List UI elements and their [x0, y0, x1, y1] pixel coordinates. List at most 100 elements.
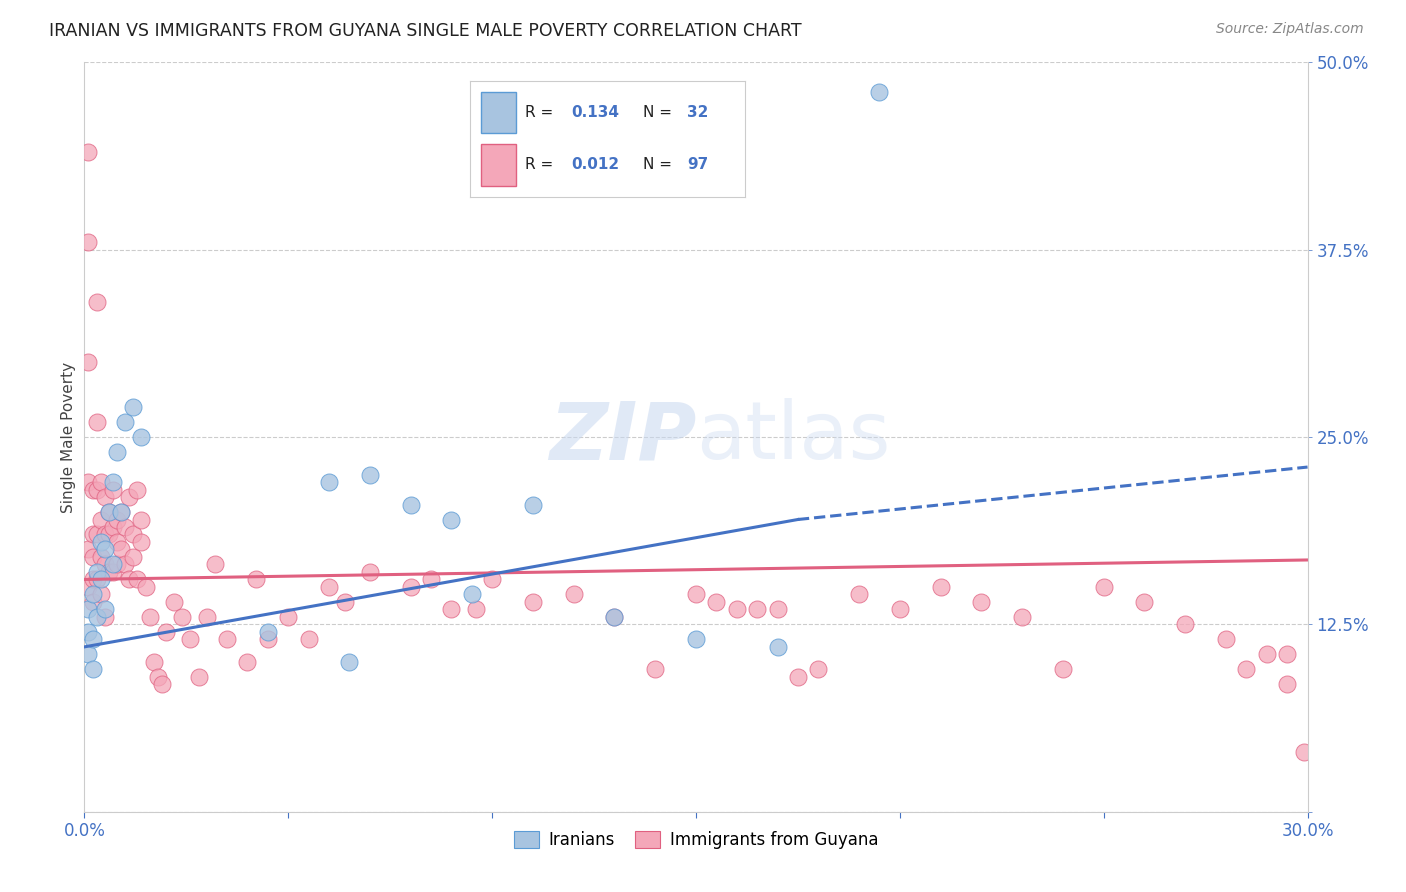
- Point: [399, 580, 422, 594]
- Point: [97, 565, 120, 579]
- Point: [298, 632, 321, 647]
- Point: [97, 527, 120, 541]
- Point: [562, 587, 585, 601]
- Point: [118, 573, 141, 587]
- Point: [82, 573, 104, 587]
- Point: [257, 632, 280, 647]
- Point: [90, 587, 112, 601]
- Point: [114, 558, 136, 572]
- Point: [245, 573, 267, 587]
- Point: [77, 624, 100, 639]
- Point: [82, 662, 104, 676]
- Point: [685, 587, 707, 601]
- Point: [77, 475, 100, 489]
- Point: [114, 415, 136, 429]
- Point: [118, 490, 141, 504]
- Point: [131, 512, 153, 526]
- Legend: Iranians, Immigrants from Guyana: Iranians, Immigrants from Guyana: [508, 824, 884, 855]
- Point: [146, 670, 169, 684]
- Point: [1215, 632, 1237, 647]
- Point: [359, 565, 381, 579]
- Point: [86, 527, 108, 541]
- Point: [131, 535, 153, 549]
- Point: [1277, 677, 1299, 691]
- Point: [747, 602, 769, 616]
- Point: [461, 587, 484, 601]
- Point: [464, 602, 486, 616]
- Point: [101, 475, 124, 489]
- Point: [195, 610, 218, 624]
- Point: [318, 580, 340, 594]
- Point: [603, 610, 626, 624]
- Point: [97, 505, 120, 519]
- Point: [725, 602, 748, 616]
- Point: [1133, 595, 1156, 609]
- Point: [110, 505, 132, 519]
- Point: [522, 498, 544, 512]
- Point: [1052, 662, 1074, 676]
- Point: [257, 624, 280, 639]
- Point: [970, 595, 993, 609]
- Point: [105, 445, 128, 459]
- Point: [1277, 648, 1299, 662]
- Point: [93, 610, 115, 624]
- Point: [82, 549, 104, 564]
- Point: [93, 527, 115, 541]
- Point: [122, 400, 145, 414]
- Point: [93, 558, 115, 572]
- Point: [127, 573, 149, 587]
- Point: [82, 587, 104, 601]
- Point: [77, 355, 100, 369]
- Point: [359, 467, 381, 482]
- Point: [122, 549, 145, 564]
- Point: [1011, 610, 1033, 624]
- Point: [93, 602, 115, 616]
- Point: [82, 632, 104, 647]
- Point: [766, 602, 789, 616]
- Point: [86, 610, 108, 624]
- Text: atlas: atlas: [696, 398, 890, 476]
- Point: [90, 475, 112, 489]
- Point: [97, 505, 120, 519]
- Point: [93, 542, 115, 557]
- Point: [1174, 617, 1197, 632]
- Point: [163, 595, 186, 609]
- Text: IRANIAN VS IMMIGRANTS FROM GUYANA SINGLE MALE POVERTY CORRELATION CHART: IRANIAN VS IMMIGRANTS FROM GUYANA SINGLE…: [49, 22, 801, 40]
- Point: [1092, 580, 1115, 594]
- Point: [86, 295, 108, 310]
- Point: [440, 602, 463, 616]
- Point: [150, 677, 173, 691]
- Point: [399, 498, 422, 512]
- Point: [101, 483, 124, 497]
- Point: [155, 624, 177, 639]
- Point: [82, 595, 104, 609]
- Point: [787, 670, 810, 684]
- Point: [90, 535, 112, 549]
- Point: [135, 580, 157, 594]
- Point: [522, 595, 544, 609]
- Point: [204, 558, 226, 572]
- Point: [110, 505, 132, 519]
- Point: [848, 587, 870, 601]
- Text: Source: ZipAtlas.com: Source: ZipAtlas.com: [1216, 22, 1364, 37]
- Point: [236, 655, 259, 669]
- Point: [90, 512, 112, 526]
- Point: [869, 86, 891, 100]
- Point: [217, 632, 239, 647]
- Point: [77, 145, 100, 160]
- Point: [86, 573, 108, 587]
- Y-axis label: Single Male Poverty: Single Male Poverty: [60, 361, 76, 513]
- Text: ZIP: ZIP: [548, 398, 696, 476]
- Point: [706, 595, 728, 609]
- Point: [1236, 662, 1258, 676]
- Point: [335, 595, 357, 609]
- Point: [1292, 745, 1315, 759]
- Point: [77, 648, 100, 662]
- Point: [77, 542, 100, 557]
- Point: [603, 610, 626, 624]
- Point: [101, 520, 124, 534]
- Point: [93, 490, 115, 504]
- Point: [318, 475, 340, 489]
- Point: [685, 632, 707, 647]
- Point: [142, 655, 165, 669]
